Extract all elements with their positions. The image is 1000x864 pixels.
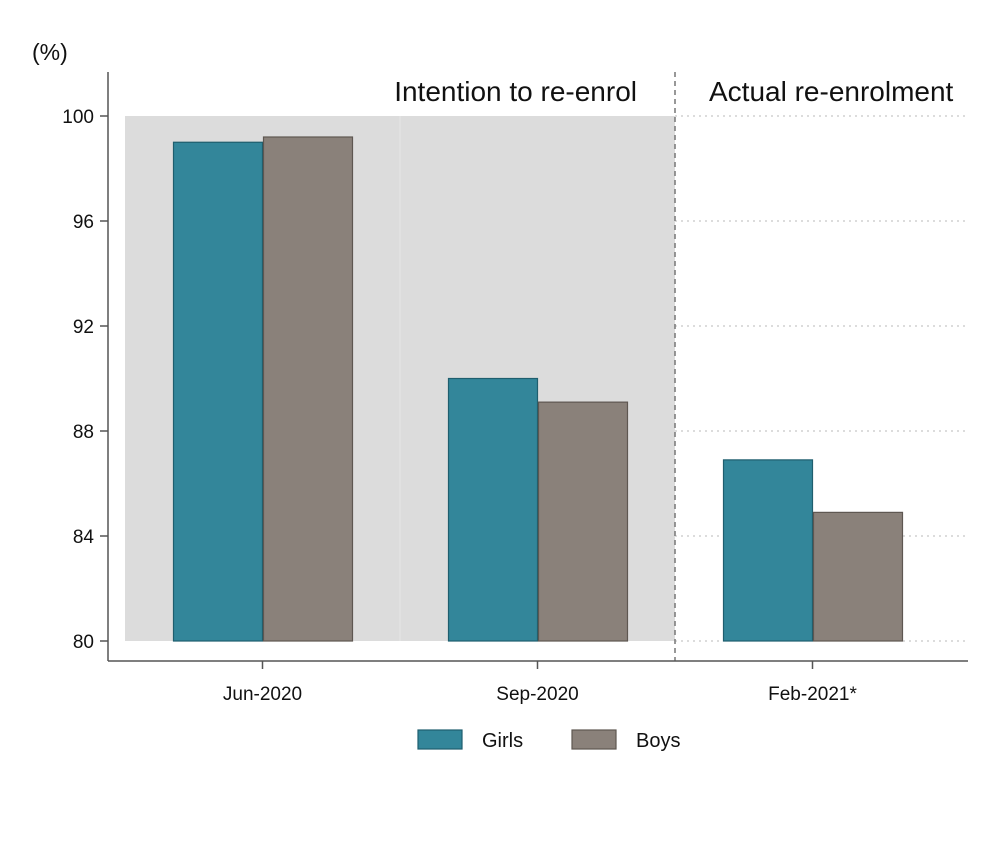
bar-boys-2 (537, 401, 629, 642)
y-tick-label-88: 88 (73, 422, 94, 443)
y-tick-label-80: 80 (73, 632, 94, 653)
panel-label-intention: Intention to re-enrol (394, 76, 637, 107)
y-tick-label-84: 84 (73, 527, 95, 548)
legend: Girls Boys (417, 729, 680, 752)
x-tick-label-2: Sep-2020 (496, 684, 578, 705)
legend-swatch-boys (571, 729, 617, 750)
y-tick-label-92: 92 (73, 317, 94, 338)
legend-label-girls: Girls (482, 730, 523, 752)
bar-boys-3 (812, 511, 904, 642)
x-tick-label-3: Feb-2021* (768, 684, 857, 705)
bar-girls-2 (447, 377, 539, 642)
y-tick-label-96: 96 (73, 212, 94, 233)
label-layer: 80 84 88 92 96 100 Jun-2020 Sep-2020 Feb-2021* (%… (32, 39, 954, 705)
y-axis-unit-label: (%) (32, 39, 68, 65)
legend-label-boys: Boys (636, 730, 680, 752)
bar-girls-1 (172, 141, 264, 642)
bar-girls-3 (722, 459, 814, 642)
bar-layer (172, 136, 904, 642)
bar-boys-1 (262, 136, 354, 642)
x-tick-label-1: Jun-2020 (223, 684, 302, 705)
legend-swatch-girls (417, 729, 463, 750)
y-tick-label-100: 100 (62, 107, 94, 128)
axis-layer (100, 72, 968, 669)
panel-label-actual: Actual re-enrolment (709, 76, 954, 107)
